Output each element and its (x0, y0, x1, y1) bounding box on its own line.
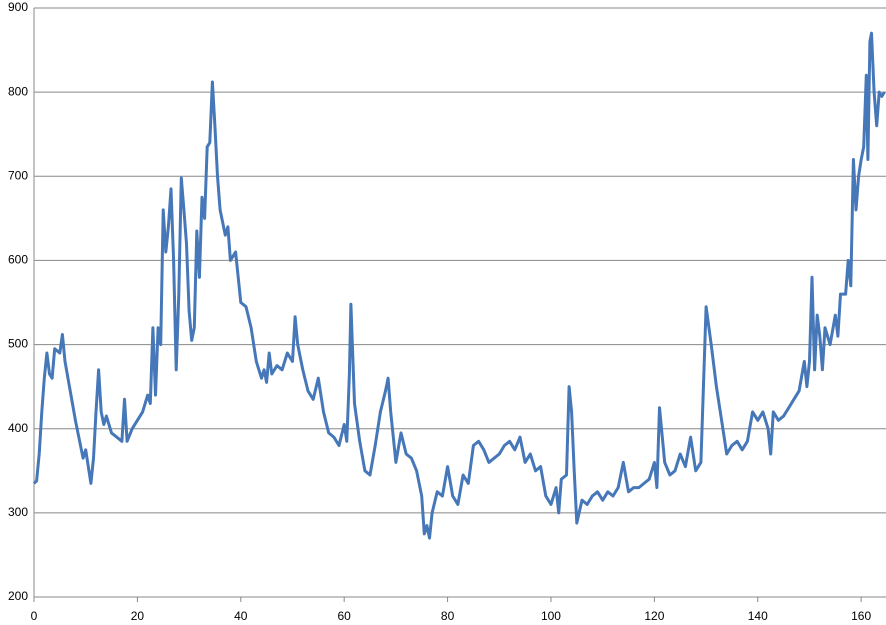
y-tick-label: 500 (8, 337, 28, 351)
y-tick-label: 900 (8, 0, 28, 14)
y-tick-label: 200 (8, 589, 28, 603)
x-tick-label: 40 (234, 609, 248, 623)
x-tick-label: 0 (31, 609, 38, 623)
x-tick-label: 80 (441, 609, 455, 623)
x-tick-label: 100 (541, 609, 561, 623)
x-tick-label: 120 (644, 609, 664, 623)
y-tick-label: 400 (8, 421, 28, 435)
y-tick-label: 300 (8, 505, 28, 519)
y-tick-label: 700 (8, 168, 28, 182)
line-series (32, 31, 886, 540)
y-tick-label: 600 (8, 253, 28, 267)
y-tick-label: 800 (8, 84, 28, 98)
x-tick-label: 60 (338, 609, 352, 623)
x-tick-label: 160 (851, 609, 871, 623)
x-tick-label: 140 (748, 609, 768, 623)
x-tick-label: 20 (131, 609, 145, 623)
